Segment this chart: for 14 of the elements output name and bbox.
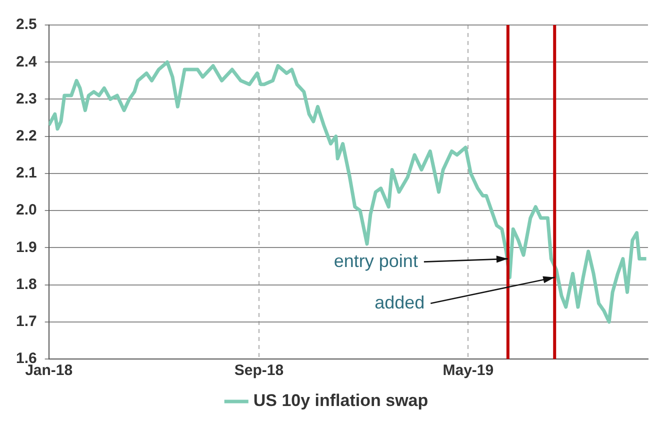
y-tick-label: 2.1 bbox=[16, 164, 37, 182]
y-tick-label: 2.5 bbox=[16, 16, 37, 34]
y-tick-label: 2.4 bbox=[16, 53, 38, 70]
x-tick-label: May-19 bbox=[442, 362, 494, 380]
y-tick-label: 1.8 bbox=[16, 276, 37, 293]
legend-label: US 10y inflation swap bbox=[253, 391, 428, 410]
annotation: entry point bbox=[334, 250, 418, 271]
x-tick-label: Sep-18 bbox=[234, 362, 284, 380]
y-tick-label: 2.0 bbox=[16, 202, 37, 219]
y-tick-label: 2.3 bbox=[16, 90, 37, 108]
y-tick-label: 1.7 bbox=[16, 313, 37, 330]
y-tick-label: 1.9 bbox=[16, 238, 37, 256]
y-tick-label: 2.2 bbox=[16, 127, 37, 144]
annotation: added bbox=[374, 292, 425, 312]
